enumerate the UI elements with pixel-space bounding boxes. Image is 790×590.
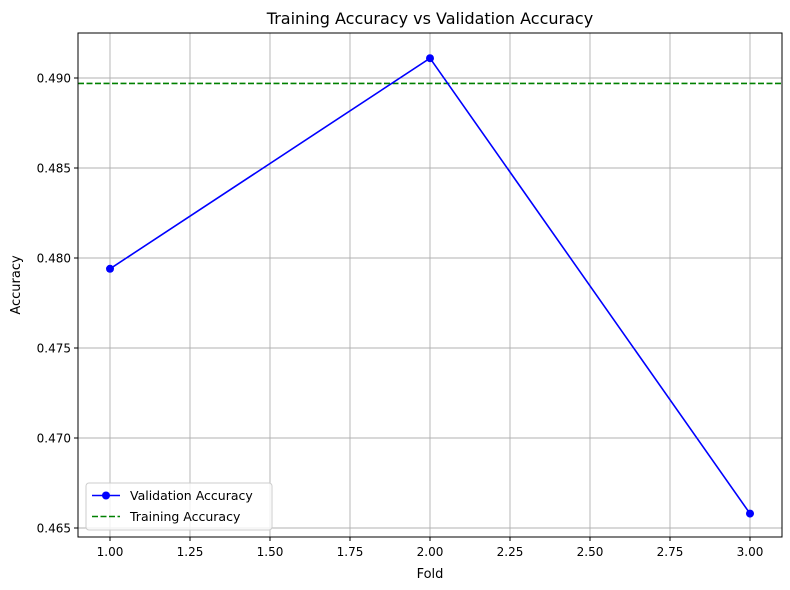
series-layer xyxy=(78,54,782,518)
validation-accuracy-point xyxy=(426,54,434,63)
legend: Validation Accuracy Training Accuracy xyxy=(85,482,273,531)
x-tick-label: 1.50 xyxy=(257,545,284,559)
x-tick-label: 3.00 xyxy=(737,545,764,559)
legend-label-validation: Validation Accuracy xyxy=(130,488,253,503)
validation-accuracy-point xyxy=(746,509,754,518)
y-axis-label: Accuracy xyxy=(9,255,24,315)
x-tick-label: 2.00 xyxy=(417,545,444,559)
validation-accuracy-point xyxy=(106,264,114,273)
x-tick-label: 1.00 xyxy=(97,545,124,559)
y-tick-label: 0.470 xyxy=(37,432,71,446)
x-tick-label: 1.75 xyxy=(337,545,364,559)
y-tick-label: 0.480 xyxy=(37,252,71,266)
y-axis: 0.465 0.470 0.475 0.480 0.485 0.490 xyxy=(37,72,78,536)
legend-label-training: Training Accuracy xyxy=(129,509,241,524)
x-tick-label: 2.25 xyxy=(497,545,524,559)
x-tick-label: 2.75 xyxy=(657,545,684,559)
y-tick-label: 0.485 xyxy=(37,162,71,176)
x-axis-label: Fold xyxy=(417,567,444,582)
x-axis: 1.00 1.25 1.50 1.75 2.00 2.25 2.50 2.75 3.00 xyxy=(97,537,764,559)
x-tick-label: 1.25 xyxy=(177,545,204,559)
grid xyxy=(78,33,782,537)
y-tick-label: 0.465 xyxy=(37,522,71,536)
y-tick-label: 0.475 xyxy=(37,342,71,356)
y-tick-label: 0.490 xyxy=(37,72,71,86)
legend-box xyxy=(85,482,273,531)
x-tick-label: 2.50 xyxy=(577,545,604,559)
chart-title: Training Accuracy vs Validation Accuracy xyxy=(266,9,593,28)
legend-marker-validation xyxy=(102,491,110,500)
